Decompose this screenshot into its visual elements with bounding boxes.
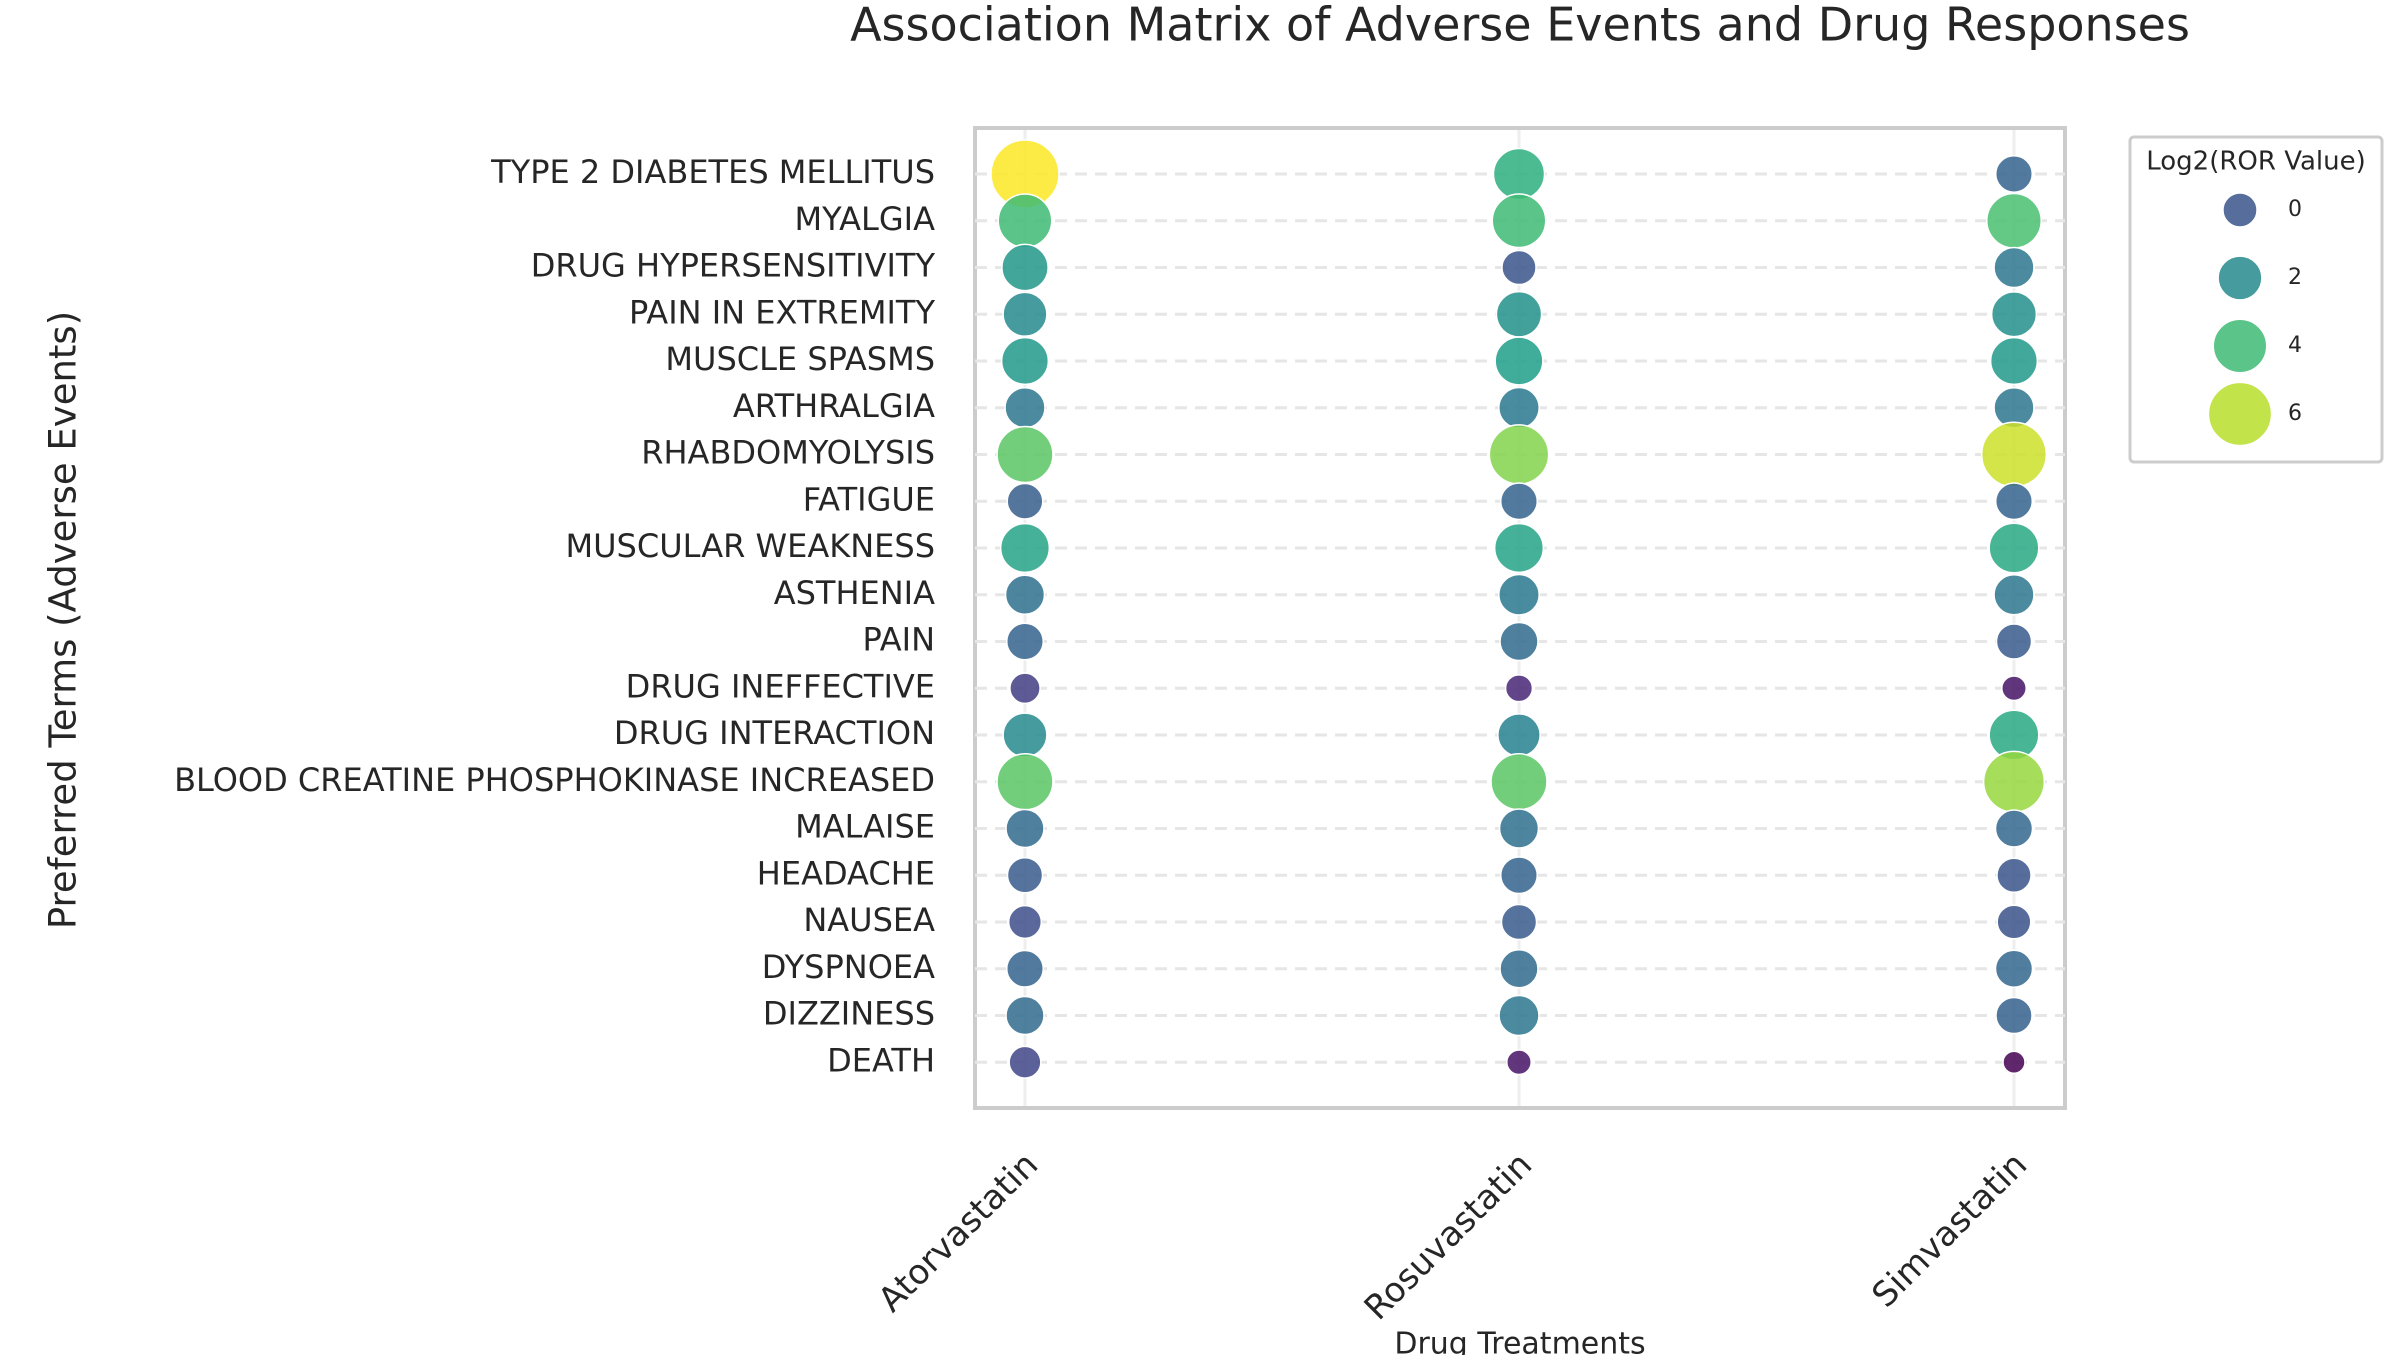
bubble bbox=[1498, 386, 1540, 429]
y-tick-label: MUSCULAR WEAKNESS bbox=[566, 527, 935, 565]
y-tick-label: DEATH bbox=[827, 1041, 935, 1079]
y-tick-label: MALAISE bbox=[795, 808, 935, 846]
bubble bbox=[1488, 424, 1550, 485]
legend-bubble bbox=[2212, 318, 2268, 374]
x-tick-label: Simvastatin bbox=[1864, 1145, 2035, 1316]
bubble bbox=[1994, 949, 2034, 989]
bubble bbox=[1490, 753, 1548, 811]
legend-title: Log2(ROR Value) bbox=[2146, 147, 2366, 177]
bubble bbox=[1007, 904, 1043, 940]
bubble bbox=[1995, 996, 2033, 1035]
plot-frame bbox=[973, 126, 2067, 1110]
bubble bbox=[1989, 336, 2039, 386]
bubble bbox=[1006, 856, 1044, 894]
bubble bbox=[1996, 904, 2032, 940]
y-tick-label: FATIGUE bbox=[803, 480, 935, 518]
bubble bbox=[1504, 674, 1534, 703]
legend-label: 2 bbox=[2288, 265, 2302, 290]
bubble bbox=[1988, 522, 2040, 574]
bubble bbox=[1993, 574, 2035, 616]
y-tick-label: DRUG HYPERSENSITIVITY bbox=[531, 247, 936, 285]
bubble bbox=[1499, 856, 1539, 895]
y-tick-label: ARTHRALGIA bbox=[733, 387, 935, 425]
bubble bbox=[1492, 147, 1546, 201]
legend-bubble bbox=[2207, 381, 2273, 447]
bubble bbox=[2001, 675, 2027, 702]
y-tick-label: MYALGIA bbox=[794, 200, 935, 238]
bubble bbox=[1495, 290, 1543, 338]
y-tick-label: DRUG INEFFECTIVE bbox=[626, 667, 935, 705]
bubble bbox=[1005, 949, 1045, 988]
chart-title: Association Matrix of Adverse Events and… bbox=[850, 0, 2190, 52]
bubble bbox=[1994, 154, 2034, 194]
bubble bbox=[1500, 903, 1538, 941]
bubble bbox=[1002, 291, 1048, 337]
bubble bbox=[1008, 1045, 1042, 1079]
bubble bbox=[1004, 387, 1046, 429]
legend-label: 0 bbox=[2288, 197, 2302, 222]
y-tick-label: BLOOD CREATINE PHOSPHOKINASE INCREASED bbox=[174, 761, 935, 799]
y-tick-label: DRUG INTERACTION bbox=[614, 714, 935, 752]
y-tick-label: DYSPNOEA bbox=[762, 948, 935, 986]
bubble bbox=[999, 522, 1051, 574]
bubble bbox=[996, 425, 1054, 484]
bubble bbox=[1994, 482, 2034, 521]
legend-box bbox=[2128, 135, 2384, 464]
bubble bbox=[1994, 809, 2034, 848]
legend-label: 6 bbox=[2288, 401, 2302, 426]
x-axis-label: Drug Treatments bbox=[1394, 1327, 1645, 1355]
y-tick-label: DIZZINESS bbox=[763, 995, 935, 1033]
bubble bbox=[1491, 193, 1547, 249]
x-tick-label: Rosuvastatin bbox=[1357, 1145, 1540, 1328]
bubble bbox=[1982, 750, 2046, 813]
bubble bbox=[1002, 712, 1048, 758]
bubble bbox=[996, 753, 1054, 811]
bubble bbox=[1499, 482, 1539, 521]
bubble bbox=[1980, 421, 2048, 488]
bubble bbox=[1993, 246, 2035, 289]
x-tick-label: Atorvastatin bbox=[871, 1145, 1046, 1320]
bubble bbox=[1506, 1049, 1532, 1076]
bubble bbox=[1000, 336, 1050, 386]
y-tick-label: PAIN bbox=[862, 621, 935, 659]
bubble bbox=[1494, 336, 1544, 386]
bubble bbox=[1497, 713, 1541, 757]
bubble bbox=[1005, 995, 1045, 1036]
y-tick-label: NAUSEA bbox=[803, 901, 935, 939]
bubble bbox=[1501, 249, 1537, 286]
y-tick-label: TYPE 2 DIABETES MELLITUS bbox=[490, 153, 935, 191]
y-tick-label: HEADACHE bbox=[757, 854, 935, 892]
y-tick-label: MUSCLE SPASMS bbox=[665, 340, 935, 378]
bubble bbox=[1493, 522, 1545, 574]
y-axis-label: Preferred Terms (Adverse Events) bbox=[42, 311, 85, 929]
bubble bbox=[997, 193, 1053, 249]
bubble bbox=[1005, 808, 1045, 849]
legend-label: 4 bbox=[2288, 333, 2302, 358]
bubble bbox=[1499, 621, 1539, 662]
bubble bbox=[2002, 1050, 2026, 1074]
bubble bbox=[1005, 622, 1045, 661]
bubble bbox=[1498, 808, 1540, 849]
legend-bubble bbox=[2217, 255, 2263, 301]
y-tick-label: RHABDOMYOLYSIS bbox=[641, 434, 935, 472]
bubble bbox=[1006, 482, 1044, 520]
bubble bbox=[1009, 672, 1041, 705]
bubble bbox=[1990, 291, 2038, 338]
y-tick-label: PAIN IN EXTREMITY bbox=[629, 293, 935, 331]
bubble bbox=[1498, 994, 1540, 1037]
bubble bbox=[1986, 192, 2042, 249]
bubble bbox=[1499, 949, 1539, 989]
bubble bbox=[1001, 243, 1049, 292]
bubble bbox=[1004, 574, 1046, 615]
bubble bbox=[1995, 623, 2033, 660]
legend-bubble bbox=[2222, 192, 2258, 228]
bubble bbox=[1498, 573, 1540, 616]
y-tick-label: ASTHENIA bbox=[774, 574, 935, 612]
bubble bbox=[1996, 857, 2032, 894]
